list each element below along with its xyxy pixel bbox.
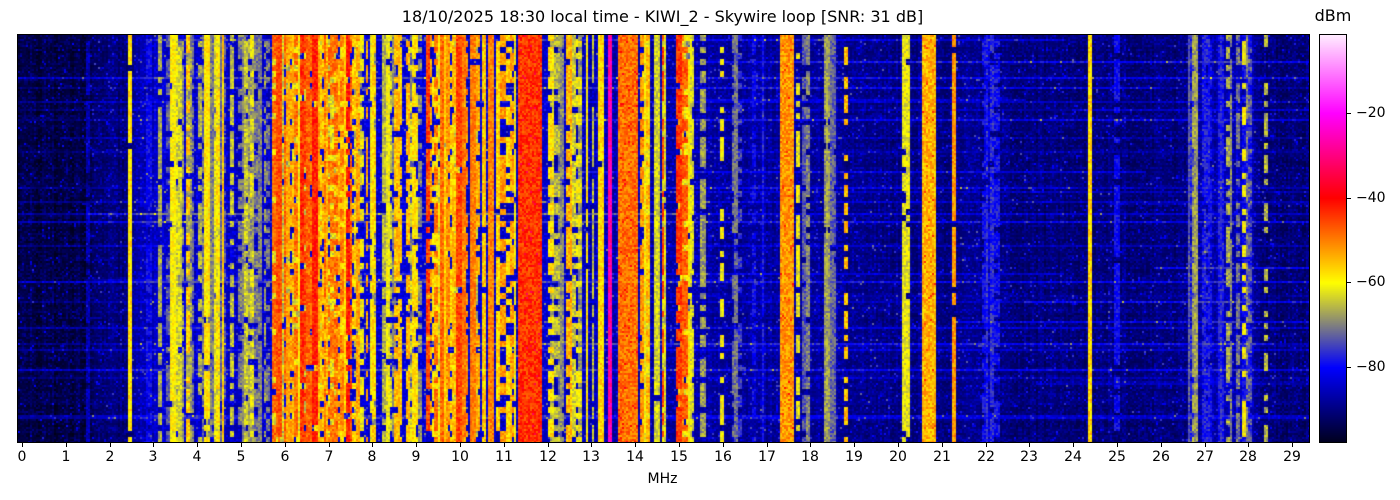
x-tick-mark [986, 443, 987, 447]
x-tick-mark [767, 443, 768, 447]
x-tick-mark [591, 443, 592, 447]
x-tick-label: 7 [324, 449, 334, 465]
x-tick-mark [1292, 443, 1293, 447]
x-tick-label: 18 [801, 449, 819, 465]
x-tick-label: 21 [933, 449, 951, 465]
x-tick-mark [285, 443, 286, 447]
x-tick-label: 13 [582, 449, 600, 465]
x-tick-mark [197, 443, 198, 447]
x-tick-label: 26 [1152, 449, 1170, 465]
x-tick-mark [1205, 443, 1206, 447]
x-tick-label: 8 [367, 449, 377, 465]
x-tick-mark [460, 443, 461, 447]
x-axis-label: MHz [647, 471, 678, 487]
x-tick-mark [723, 443, 724, 447]
x-tick-label: 16 [714, 449, 732, 465]
x-tick-label: 25 [1108, 449, 1126, 465]
x-tick-label: 2 [105, 449, 115, 465]
x-tick-label: 9 [411, 449, 421, 465]
x-tick-mark [329, 443, 330, 447]
x-tick-label: 5 [236, 449, 246, 465]
x-tick-mark [372, 443, 373, 447]
x-tick-mark [110, 443, 111, 447]
x-tick-mark [22, 443, 23, 447]
x-tick-label: 15 [670, 449, 688, 465]
colorbar-tick-label: −80 [1356, 359, 1386, 375]
x-tick-mark [66, 443, 67, 447]
x-tick-label: 14 [626, 449, 644, 465]
x-tick-label: 4 [192, 449, 202, 465]
x-tick-mark [153, 443, 154, 447]
x-tick-mark [548, 443, 549, 447]
x-tick-mark [898, 443, 899, 447]
x-tick-mark [1073, 443, 1074, 447]
x-tick-label: 0 [17, 449, 27, 465]
x-tick-label: 20 [889, 449, 907, 465]
colorbar-tick-label: −20 [1356, 105, 1386, 121]
colorbar-tick-mark [1347, 198, 1351, 199]
colorbar-tick-mark [1347, 367, 1351, 368]
x-tick-label: 19 [845, 449, 863, 465]
x-tick-mark [1161, 443, 1162, 447]
x-tick-label: 27 [1196, 449, 1214, 465]
x-tick-label: 6 [280, 449, 290, 465]
x-tick-label: 22 [977, 449, 995, 465]
x-tick-mark [942, 443, 943, 447]
x-tick-label: 3 [148, 449, 158, 465]
waterfall-plot [17, 34, 1310, 443]
x-tick-mark [854, 443, 855, 447]
x-tick-mark [635, 443, 636, 447]
x-tick-label: 11 [495, 449, 513, 465]
x-tick-mark [1029, 443, 1030, 447]
x-tick-label: 12 [539, 449, 557, 465]
x-tick-label: 29 [1283, 449, 1301, 465]
colorbar-gradient [1320, 35, 1346, 442]
colorbar-tick-mark [1347, 113, 1351, 114]
x-tick-mark [416, 443, 417, 447]
colorbar [1319, 34, 1347, 443]
waterfall-canvas [18, 35, 1309, 442]
colorbar-tick-mark [1347, 282, 1351, 283]
colorbar-tick-label: −40 [1356, 190, 1386, 206]
x-tick-label: 10 [451, 449, 469, 465]
chart-title: 18/10/2025 18:30 local time - KIWI_2 - S… [401, 7, 924, 26]
x-tick-label: 24 [1064, 449, 1082, 465]
x-tick-label: 1 [61, 449, 71, 465]
x-tick-mark [1248, 443, 1249, 447]
x-tick-label: 28 [1239, 449, 1257, 465]
colorbar-unit-label: dBm [1314, 6, 1352, 25]
x-tick-label: 23 [1020, 449, 1038, 465]
x-tick-mark [679, 443, 680, 447]
x-tick-mark [241, 443, 242, 447]
x-tick-mark [1117, 443, 1118, 447]
x-tick-mark [504, 443, 505, 447]
x-tick-label: 17 [758, 449, 776, 465]
x-tick-mark [810, 443, 811, 447]
colorbar-tick-label: −60 [1356, 274, 1386, 290]
